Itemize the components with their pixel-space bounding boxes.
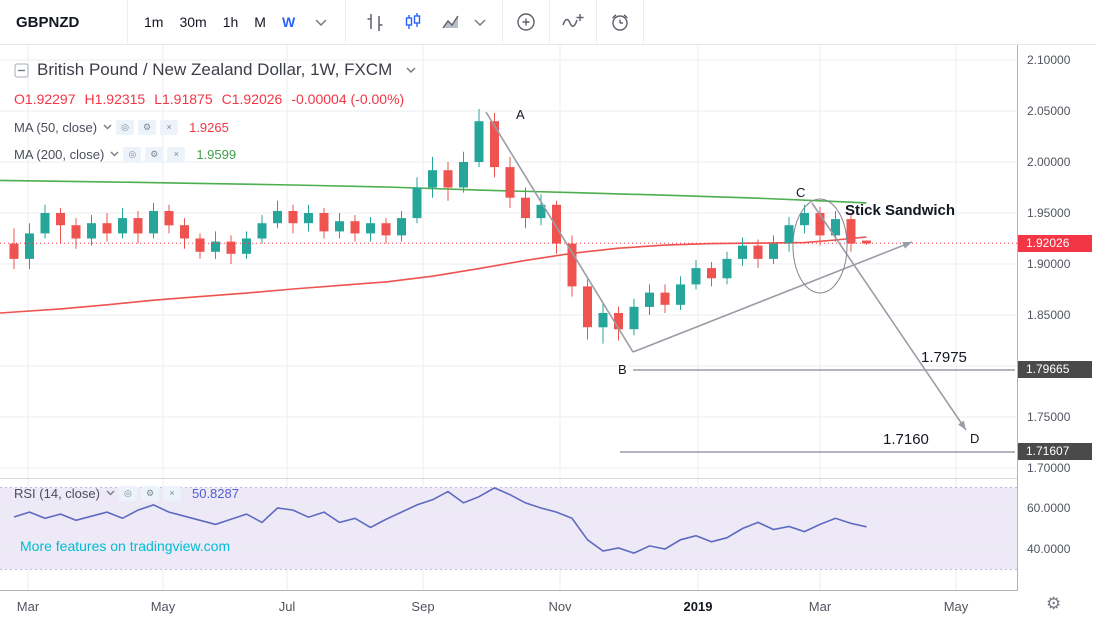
area-chart-type-icon[interactable] [432, 0, 470, 45]
collapse-pane-icon[interactable] [14, 63, 29, 78]
time-tick-label: Mar [808, 599, 832, 614]
rsi-line [13, 487, 867, 554]
price-badge: 1.92026 [1018, 234, 1092, 252]
settings-gear-icon[interactable]: ⚙ [1046, 594, 1062, 613]
ma50-value: 1.9265 [189, 119, 229, 135]
ma200-label: MA (200, close) [14, 146, 105, 162]
ma200-settings-icon[interactable]: ⚙ [145, 146, 164, 162]
time-tick-label: Jul [278, 599, 296, 614]
rsi-visibility-icon[interactable]: ◎ [118, 485, 137, 501]
ma50-label: MA (50, close) [14, 119, 98, 135]
rsi-tick-label: 60.0000 [1027, 500, 1071, 515]
price-axis[interactable]: 2.10000 2.05000 2.00000 1.95000 1.90000 1.850… [1018, 45, 1096, 591]
ohlc-close: C1.92026 [221, 91, 283, 107]
price-tick-label: 1.70000 [1027, 460, 1071, 475]
trend-drawings[interactable]: A B C D Stick Sandwich 1.7975 1.7160 [485, 107, 1015, 453]
ma200-remove-icon[interactable]: × [167, 146, 186, 162]
price-tick-label: 1.85000 [1027, 307, 1071, 322]
trend-line-2 [811, 202, 967, 431]
rsi-value: 50.8287 [191, 485, 239, 501]
ma50-legend-row: MA (50, close) ◎ ⚙ × 1.9265 [14, 118, 416, 136]
rsi-remove-icon[interactable]: × [162, 485, 181, 501]
annotation-a: A [516, 107, 525, 122]
ma200-line [0, 179, 867, 204]
trend-line-1 [632, 241, 913, 353]
indicators-icon[interactable] [550, 0, 596, 45]
alert-clock-icon[interactable] [597, 0, 643, 45]
ma200-value: 1.9599 [196, 146, 237, 162]
ma50-remove-icon[interactable]: × [160, 119, 179, 135]
symbol-name[interactable]: GBPNZD [0, 0, 128, 45]
time-tick-label: May [150, 599, 176, 614]
price-tick-label: 2.00000 [1027, 154, 1071, 169]
rsi-tick-label: 40.0000 [1027, 541, 1071, 556]
time-tick-label: Nov [548, 599, 572, 614]
toolbar-divider [549, 0, 551, 45]
rsi-label: RSI (14, close) [14, 485, 100, 501]
time-tick-label: May [943, 599, 969, 614]
toolbar-divider [596, 0, 598, 45]
time-tick-label: Sep [411, 599, 435, 614]
toolbar-divider [345, 0, 347, 45]
grid [0, 45, 1017, 590]
price-tick-label: 1.90000 [1027, 256, 1071, 271]
ma200-legend-row: MA (200, close) ◎ ⚙ × 1.9599 [14, 145, 416, 163]
annotation-b: B [618, 362, 627, 377]
ma50-line [0, 236, 867, 314]
annotation-c: C [796, 185, 805, 200]
rsi-chevron-down-icon[interactable] [106, 490, 115, 496]
interval-1h[interactable]: 1h [215, 11, 247, 33]
top-toolbar: GBPNZD 1m 30m 1h M W [0, 0, 1096, 45]
ohlc-change: -0.00004 (-0.00%) [291, 91, 405, 107]
time-tick-label: 2019 [683, 599, 713, 614]
toolbar-divider [643, 0, 645, 45]
time-axis[interactable]: Mar May Jul Sep Nov 2019 Mar May [0, 591, 1096, 621]
chart-type-chevron-down-icon[interactable] [470, 0, 490, 45]
ohlc-high: H1.92315 [84, 91, 146, 107]
ma50-chevron-down-icon[interactable] [103, 124, 112, 130]
ohlc-open: O1.92297 [14, 91, 76, 107]
tradingview-promo-link[interactable]: More features on tradingview.com [20, 538, 231, 554]
candlestick-series [9, 109, 871, 344]
pattern-ellipse [792, 198, 848, 294]
price-tick-label: 1.75000 [1027, 409, 1071, 424]
ma200-visibility-icon[interactable]: ◎ [123, 146, 142, 162]
candles-chart-type-icon[interactable] [394, 0, 432, 45]
interval-chevron-down-icon[interactable] [311, 0, 331, 45]
price-badge: 1.79665 [1018, 360, 1092, 378]
time-tick-label: Mar [16, 599, 40, 614]
ma200-chevron-down-icon[interactable] [110, 151, 119, 157]
main-chart-legend: British Pound / New Zealand Dollar, 1W, … [14, 58, 416, 163]
ohlc-low: L1.91875 [154, 91, 213, 107]
ohlc-row: O1.92297 H1.92315 L1.91875 C1.92026 -0.0… [14, 89, 416, 109]
ma50-settings-icon[interactable]: ⚙ [138, 119, 157, 135]
price-tick-label: 2.10000 [1027, 52, 1071, 67]
rsi-settings-icon[interactable]: ⚙ [140, 485, 159, 501]
interval-1m[interactable]: 1m [136, 11, 171, 33]
rsi-band [0, 487, 1017, 570]
interval-W[interactable]: W [274, 11, 303, 33]
annotation-stick-sandwich: Stick Sandwich [845, 202, 955, 219]
chart-title: British Pound / New Zealand Dollar, 1W, … [37, 60, 393, 79]
price-tick-label: 2.05000 [1027, 103, 1071, 118]
trend-line-0 [485, 111, 634, 353]
annotation-1-7975: 1.7975 [921, 349, 967, 366]
compare-plus-icon[interactable] [503, 0, 549, 45]
bars-chart-type-icon[interactable] [356, 0, 394, 45]
rsi-legend-row: RSI (14, close) ◎ ⚙ × 50.8287 [14, 484, 239, 502]
annotation-d: D [970, 431, 979, 446]
interval-30m[interactable]: 30m [171, 11, 214, 33]
price-badge: 1.71607 [1018, 443, 1092, 461]
title-chevron-down-icon[interactable] [406, 67, 416, 73]
interval-M[interactable]: M [246, 11, 274, 33]
toolbar-divider [502, 0, 504, 45]
interval-buttons: 1m 30m 1h M W [128, 0, 311, 45]
ma50-visibility-icon[interactable]: ◎ [116, 119, 135, 135]
annotation-1-7160: 1.7160 [883, 431, 929, 448]
price-tick-label: 1.95000 [1027, 205, 1071, 220]
